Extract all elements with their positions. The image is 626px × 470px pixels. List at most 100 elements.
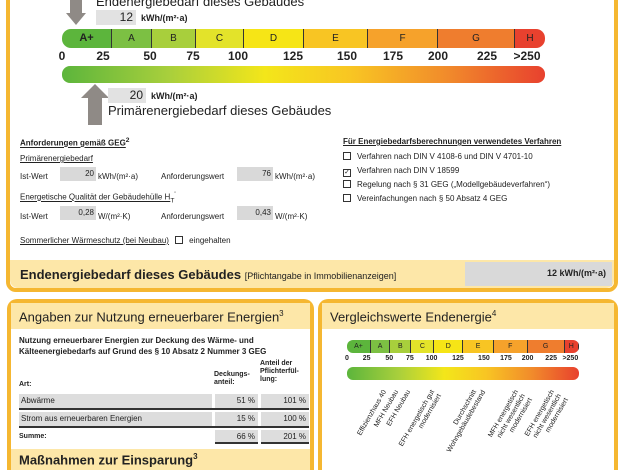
- comparison-tick: 175: [500, 355, 512, 362]
- method-item[interactable]: Verfahren nach DIN V 4108-6 und DIN V 47…: [343, 150, 550, 164]
- ht-sup: ': [174, 191, 176, 198]
- ht-label-text: Energetische Qualität der Gebäudehülle H: [20, 192, 171, 202]
- sum-pflicht: 201 %: [261, 430, 309, 444]
- end-energy-label: Endenergiebedarf dieses Gebäudes: [96, 0, 305, 9]
- table-row: Abwärme 51 % 101 %: [19, 392, 309, 410]
- comparison-tick: 75: [406, 355, 414, 362]
- unit: kWh/(m²·a): [275, 172, 315, 181]
- comparison-class-0: A+: [347, 340, 372, 353]
- method-label: Vereinfachungen nach § 50 Absatz 4 GEG: [357, 194, 508, 203]
- end-energy-arrow: [70, 0, 82, 14]
- method-label: Regelung nach § 31 GEG („Modellgebäudeve…: [357, 180, 551, 189]
- comparison-class-1: A: [371, 340, 391, 353]
- energy-class-6: F: [368, 29, 438, 48]
- primary-energy-arrow-head: [81, 84, 109, 98]
- primary-energy-label: Primärenergiebedarf dieses Gebäudes: [108, 103, 332, 118]
- primary-ist-value: 20: [60, 167, 96, 181]
- renewables-table: Abwärme 51 % 101 % Strom aus erneuerbaren E…: [19, 392, 309, 446]
- method-label: Verfahren nach DIN V 4108-6 und DIN V 47…: [357, 152, 533, 161]
- cell-pflicht: 101 %: [261, 394, 309, 408]
- method-label: Verfahren nach DIN V 18599: [357, 166, 460, 175]
- scale-tick: 50: [143, 49, 157, 63]
- comparison-references: Effizienzhaus 40 MFH Neubau EFH Neubau EFH …: [322, 389, 622, 464]
- comparison-tick: >250: [562, 355, 579, 362]
- comparison-title: Vergleichswerte Endenergie: [330, 309, 492, 325]
- cell-deck: 15 %: [215, 412, 258, 426]
- unit: W/(m²·K): [98, 212, 131, 221]
- scale-tick: 200: [427, 49, 449, 63]
- renewables-panel: Angaben zur Nutzung erneuerbarer Energie…: [7, 299, 314, 470]
- end-bar-note: [Pflichtangabe in Immobilienanzeigen]: [244, 271, 397, 281]
- summer-label: Sommerlicher Wärmeschutz (bei Neubau): [20, 236, 169, 245]
- method-item[interactable]: Vereinfachungen nach § 50 Absatz 4 GEG: [343, 192, 550, 206]
- energy-demand-panel: [6, 0, 618, 292]
- end-bar-title-text: Endenergiebedarf dieses Gebäudes: [20, 267, 242, 282]
- method-checkbox[interactable]: [343, 180, 351, 188]
- primary-demand-label: Primärenergiebedarf: [20, 154, 93, 163]
- footnote: 3: [279, 309, 284, 318]
- footnote: 4: [491, 309, 497, 318]
- ist-label: Ist-Wert: [20, 172, 48, 181]
- gradient-bar: [62, 66, 545, 83]
- end-energy-bar-value: 12 kWh/(m²·a): [465, 262, 612, 286]
- comparison-tick: 100: [425, 355, 438, 362]
- scale-tick: 175: [382, 49, 404, 63]
- comparison-tick: 125: [452, 355, 464, 362]
- col-deck: Deckungs-anteil:: [214, 371, 250, 386]
- unit: W/(m²·K): [275, 212, 308, 221]
- comparison-class-4: D: [434, 340, 464, 353]
- scale-tick: 150: [336, 49, 358, 63]
- ht-sub: T: [170, 197, 175, 205]
- comparison-tick: 200: [521, 355, 534, 362]
- unit: kWh/(m²·a): [98, 172, 138, 181]
- cell-art: Abwärme: [19, 394, 212, 408]
- comparison-class-6: F: [493, 340, 528, 353]
- comparison-reference-label: Durchschnitt Wohngebäudebestand: [445, 389, 488, 454]
- methods-title: Für Energiebedarfsberechnungen verwendet…: [343, 137, 562, 146]
- anf-label: Anforderungswert: [161, 172, 225, 181]
- renewables-title: Angaben zur Nutzung erneuerbarer Energie…: [19, 309, 280, 325]
- method-checkbox[interactable]: [343, 194, 351, 202]
- energy-class-2: B: [152, 29, 196, 48]
- anf-label: Anforderungswert: [161, 212, 225, 221]
- methods-list: Verfahren nach DIN V 4108-6 und DIN V 47…: [343, 150, 550, 206]
- primary-anf-value: 76: [237, 167, 273, 181]
- end-energy-bar-title: Endenergiebedarf dieses Gebäudes [Pflich…: [20, 267, 396, 282]
- comparison-ticks: 0 25 50 75 100 125 150 175 200 225 >250: [322, 355, 622, 365]
- energy-class-3: C: [196, 29, 244, 48]
- scale-tick: 125: [282, 49, 304, 63]
- energy-class-0: A+: [62, 29, 112, 48]
- scale-tick: >250: [513, 49, 541, 63]
- method-item[interactable]: ✓ Verfahren nach DIN V 18599: [343, 164, 550, 178]
- sum-deck: 66 %: [215, 430, 258, 444]
- scale-tick: 100: [227, 49, 249, 63]
- comparison-class-2: B: [390, 340, 412, 353]
- measures-title: Maßnahmen zur Einsparung: [19, 452, 194, 468]
- ht-ist-value: 0,28: [60, 206, 96, 220]
- footnote: 2: [125, 137, 130, 144]
- comparison-class-7: G: [527, 340, 565, 353]
- primary-energy-unit: kWh/(m²·a): [151, 91, 198, 101]
- method-item[interactable]: Regelung nach § 31 GEG („Modellgebäudeve…: [343, 178, 550, 192]
- method-checkbox[interactable]: ✓: [343, 169, 351, 177]
- scale-tick: 0: [58, 49, 66, 63]
- primary-energy-value: 20: [108, 88, 146, 103]
- cell-pflicht: 100 %: [261, 412, 309, 426]
- comparison-tick: 150: [478, 355, 490, 362]
- measures-header: Maßnahmen zur Einsparung3: [11, 449, 310, 470]
- method-checkbox[interactable]: [343, 152, 351, 160]
- primary-energy-arrow: [88, 97, 102, 125]
- comparison-class-3: C: [411, 340, 435, 353]
- requirements-title: Anforderungen gemäß GEG2: [20, 137, 130, 148]
- ist-label: Ist-Wert: [20, 212, 48, 221]
- scale-ticks: 0 25 50 75 100 125 150 175 200 225 >250: [0, 49, 626, 64]
- cell-art: Strom aus erneuerbaren Energien: [19, 412, 212, 426]
- cell-deck: 51 %: [215, 394, 258, 408]
- scale-tick: 25: [96, 49, 110, 63]
- summer-checkbox[interactable]: [175, 236, 184, 244]
- energy-class-7: G: [438, 29, 515, 48]
- table-row-sum: Summe: 66 % 201 %: [19, 428, 309, 446]
- requirements-title-text: Anforderungen gemäß GEG: [20, 138, 126, 148]
- comparison-tick: 225: [545, 355, 557, 362]
- footnote: 3: [193, 452, 198, 461]
